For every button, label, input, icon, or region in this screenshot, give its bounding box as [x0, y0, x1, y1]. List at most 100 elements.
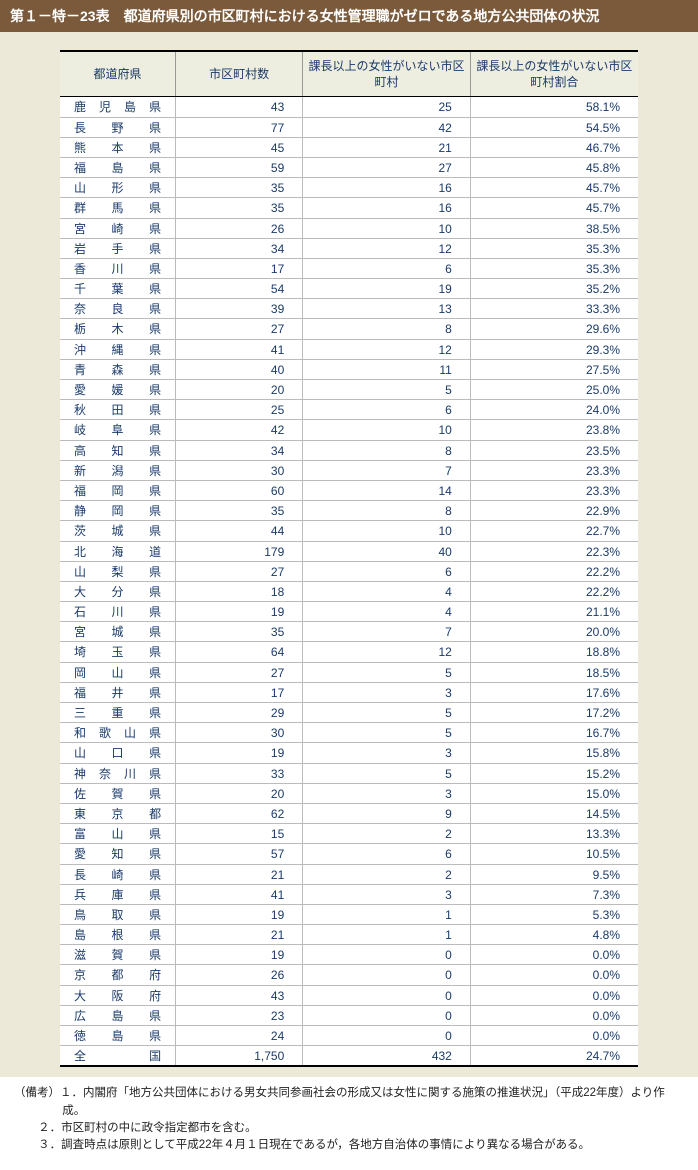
- cell-zero-count: 8: [303, 319, 471, 339]
- table-row: 富山県15213.3%: [60, 824, 638, 844]
- cell-zero-ratio: 14.5%: [470, 803, 638, 823]
- cell-zero-ratio: 0.0%: [470, 1005, 638, 1025]
- table-row: 高知県34823.5%: [60, 440, 638, 460]
- cell-zero-ratio: 29.6%: [470, 319, 638, 339]
- table-row: 鹿児島県432558.1%: [60, 97, 638, 117]
- cell-count: 39: [176, 299, 303, 319]
- cell-count: 21: [176, 925, 303, 945]
- table-row: 岩手県341235.3%: [60, 238, 638, 258]
- cell-prefecture: 群馬県: [60, 198, 176, 218]
- cell-zero-ratio: 29.3%: [470, 339, 638, 359]
- cell-zero-count: 0: [303, 1026, 471, 1046]
- cell-prefecture: 兵庫県: [60, 884, 176, 904]
- table-row: 三重県29517.2%: [60, 703, 638, 723]
- cell-count: 19: [176, 945, 303, 965]
- cell-zero-ratio: 33.3%: [470, 299, 638, 319]
- cell-zero-count: 5: [303, 763, 471, 783]
- cell-zero-ratio: 35.3%: [470, 238, 638, 258]
- cell-count: 26: [176, 965, 303, 985]
- cell-prefecture: 青森県: [60, 359, 176, 379]
- table-row: 福岡県601423.3%: [60, 480, 638, 500]
- cell-zero-count: 5: [303, 380, 471, 400]
- cell-zero-count: 8: [303, 440, 471, 460]
- table-row: 千葉県541935.2%: [60, 279, 638, 299]
- table-row: 福井県17317.6%: [60, 682, 638, 702]
- cell-count: 34: [176, 238, 303, 258]
- cell-count: 17: [176, 682, 303, 702]
- cell-prefecture: 大分県: [60, 581, 176, 601]
- table-row: 広島県2300.0%: [60, 1005, 638, 1025]
- cell-zero-ratio: 16.7%: [470, 723, 638, 743]
- table-row: 北海道1794022.3%: [60, 541, 638, 561]
- cell-prefecture: 沖縄県: [60, 339, 176, 359]
- cell-zero-count: 0: [303, 985, 471, 1005]
- cell-prefecture: 宮城県: [60, 622, 176, 642]
- cell-prefecture: 滋賀県: [60, 945, 176, 965]
- cell-zero-count: 27: [303, 157, 471, 177]
- cell-prefecture: 大阪府: [60, 985, 176, 1005]
- cell-zero-count: 6: [303, 844, 471, 864]
- cell-zero-ratio: 27.5%: [470, 359, 638, 379]
- cell-count: 42: [176, 420, 303, 440]
- cell-zero-count: 6: [303, 561, 471, 581]
- footnote-line: ２．市区町村の中に政令指定都市を含む。: [14, 1120, 684, 1137]
- table-row: 熊本県452146.7%: [60, 137, 638, 157]
- cell-zero-count: 0: [303, 945, 471, 965]
- cell-zero-count: 5: [303, 723, 471, 743]
- cell-zero-ratio: 0.0%: [470, 965, 638, 985]
- cell-prefecture: 宮崎県: [60, 218, 176, 238]
- table-row: 宮崎県261038.5%: [60, 218, 638, 238]
- cell-count: 54: [176, 279, 303, 299]
- cell-zero-ratio: 22.2%: [470, 561, 638, 581]
- table-row: 滋賀県1900.0%: [60, 945, 638, 965]
- table-row: 石川県19421.1%: [60, 602, 638, 622]
- cell-zero-ratio: 22.3%: [470, 541, 638, 561]
- cell-zero-ratio: 5.3%: [470, 904, 638, 924]
- table-row: 岡山県27518.5%: [60, 662, 638, 682]
- table-row: 埼玉県641218.8%: [60, 642, 638, 662]
- cell-zero-ratio: 35.2%: [470, 279, 638, 299]
- cell-count: 64: [176, 642, 303, 662]
- table-row: 大分県18422.2%: [60, 581, 638, 601]
- cell-count: 45: [176, 137, 303, 157]
- cell-prefecture: 島根県: [60, 925, 176, 945]
- cell-zero-ratio: 0.0%: [470, 945, 638, 965]
- table-row: 長崎県2129.5%: [60, 864, 638, 884]
- cell-count: 44: [176, 521, 303, 541]
- cell-zero-ratio: 0.0%: [470, 985, 638, 1005]
- cell-prefecture: 北海道: [60, 541, 176, 561]
- cell-count: 20: [176, 783, 303, 803]
- cell-total-count: 1,750: [176, 1046, 303, 1067]
- cell-count: 29: [176, 703, 303, 723]
- table-row: 山形県351645.7%: [60, 178, 638, 198]
- cell-prefecture: 熊本県: [60, 137, 176, 157]
- cell-count: 19: [176, 743, 303, 763]
- cell-zero-count: 16: [303, 178, 471, 198]
- cell-zero-ratio: 22.2%: [470, 581, 638, 601]
- cell-zero-ratio: 17.2%: [470, 703, 638, 723]
- cell-zero-ratio: 23.8%: [470, 420, 638, 440]
- col-count: 市区町村数: [176, 51, 303, 97]
- cell-count: 43: [176, 985, 303, 1005]
- cell-zero-count: 7: [303, 460, 471, 480]
- cell-zero-count: 3: [303, 783, 471, 803]
- cell-count: 30: [176, 460, 303, 480]
- cell-zero-count: 4: [303, 602, 471, 622]
- cell-prefecture: 埼玉県: [60, 642, 176, 662]
- cell-count: 35: [176, 178, 303, 198]
- cell-prefecture: 広島県: [60, 1005, 176, 1025]
- table-row: 鳥取県1915.3%: [60, 904, 638, 924]
- cell-zero-ratio: 45.7%: [470, 178, 638, 198]
- table-row: 青森県401127.5%: [60, 359, 638, 379]
- cell-zero-count: 5: [303, 703, 471, 723]
- cell-count: 59: [176, 157, 303, 177]
- footnote-line: ３．調査時点は原則として平成22年４月１日現在であるが，各地方自治体の事情により…: [14, 1137, 684, 1154]
- table-row: 佐賀県20315.0%: [60, 783, 638, 803]
- cell-zero-count: 0: [303, 1005, 471, 1025]
- cell-zero-count: 4: [303, 581, 471, 601]
- table-row: 新潟県30723.3%: [60, 460, 638, 480]
- cell-count: 27: [176, 319, 303, 339]
- prefecture-table: 都道府県 市区町村数 課長以上の女性がいない市区町村 課長以上の女性がいない市区…: [60, 50, 638, 1067]
- cell-zero-ratio: 24.0%: [470, 400, 638, 420]
- cell-zero-ratio: 22.7%: [470, 521, 638, 541]
